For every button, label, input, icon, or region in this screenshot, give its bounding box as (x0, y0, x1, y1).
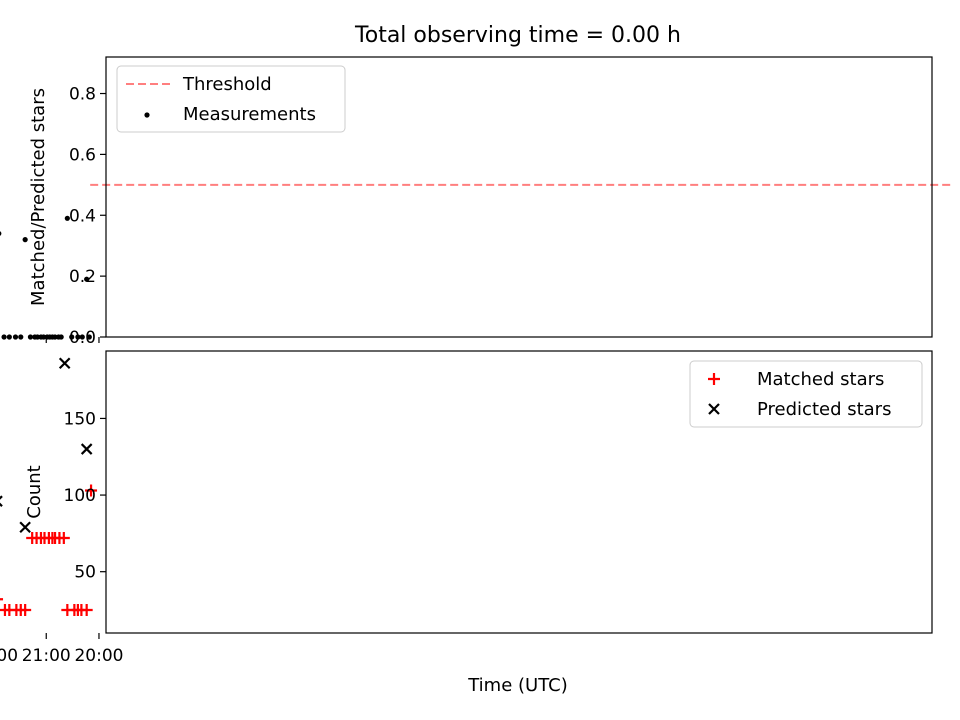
top-panel: 0.00.20.40.60.8 Matched/Predicted stars … (0, 56, 952, 348)
measurement-point (22, 237, 28, 243)
measurement-point (84, 276, 90, 282)
matched-star-point (0, 598, 4, 601)
bottom-legend-frame (689, 360, 923, 428)
top-y-tick-label: 0.6 (69, 145, 96, 165)
matched-star-point (0, 604, 11, 617)
measurement-point (1, 334, 7, 340)
chart-title: Total observing time = 0.00 h (354, 23, 681, 48)
bottom-y-axis: 50 100 150 (64, 409, 106, 583)
matched-star-point (61, 604, 74, 617)
predicted-star-point (0, 495, 3, 507)
legend-threshold-label: Threshold (182, 74, 272, 95)
top-y-tick-label: 0.8 (69, 85, 96, 105)
bottom-axes-frame (105, 350, 933, 634)
bottom-plot-area (0, 357, 98, 617)
top-y-axis: 0.0 0.2 0.4 0.6 0.8 (69, 85, 106, 348)
top-x-ticks (45, 337, 100, 343)
top-y-tick-label: 0.0 (69, 328, 96, 348)
legend-predicted-label: Predicted stars (757, 399, 891, 420)
top-y-axis-label: Matched/Predicted stars (28, 88, 49, 306)
top-plot-area (0, 183, 952, 340)
bottom-legend: Matched stars Predicted stars (689, 360, 923, 428)
legend-measurements-label: Measurements (183, 104, 316, 125)
predicted-star-point (80, 443, 93, 455)
bottom-y-tick-label: 150 (64, 409, 96, 429)
x-tick-label: 20:00 (74, 646, 123, 666)
predicted-star-point (58, 357, 71, 370)
measurement-point (79, 334, 85, 340)
top-y-tick-label: 0.4 (69, 206, 96, 226)
measurement-point (12, 334, 19, 340)
measurement-point (0, 231, 2, 236)
legend-measurements-swatch (144, 112, 150, 118)
top-y-tick-label: 0.2 (69, 267, 96, 287)
measurement-point (64, 215, 70, 221)
measurement-point (75, 334, 81, 340)
measurement-point (86, 334, 92, 340)
predicted-star-point (19, 521, 31, 534)
measurement-point (6, 334, 12, 340)
measurement-point (27, 334, 34, 340)
matched-star-point (85, 484, 98, 497)
measurement-point (32, 334, 38, 340)
legend-matched-swatch (708, 373, 720, 385)
top-legend-frame (116, 65, 346, 133)
bottom-y-axis-label: Count (24, 465, 45, 518)
bottom-x-axis: 20:0021:0022:0023:0000:0001:0002:0003:00… (0, 633, 123, 666)
x-tick-label: 21:00 (22, 646, 71, 666)
measurement-point (18, 334, 24, 340)
matched-star-point (26, 531, 39, 544)
bottom-y-tick-label: 50 (74, 563, 96, 583)
legend-predicted-swatch (708, 403, 720, 415)
top-legend: Threshold Measurements (116, 65, 346, 133)
x-axis-label: Time (UTC) (467, 675, 568, 696)
bottom-y-tick-label: 100 (64, 486, 96, 506)
top-axes-frame (105, 56, 933, 338)
measurement-point (69, 334, 75, 340)
legend-matched-label: Matched stars (757, 369, 884, 390)
x-tick-label: 22:00 (0, 646, 18, 666)
bottom-panel: 50 100 150 20:0021:0022:0023:0000:0001:000… (0, 350, 933, 696)
